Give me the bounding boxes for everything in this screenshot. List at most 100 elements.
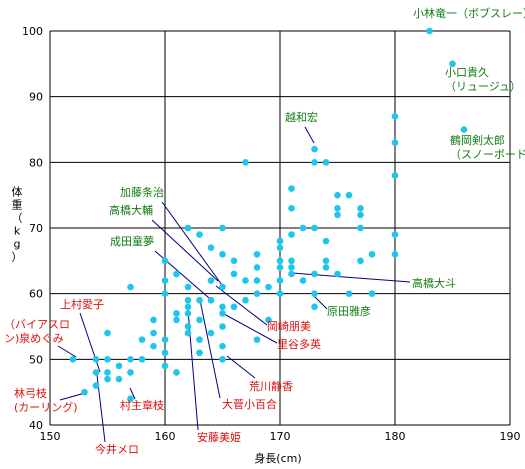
- annotation-label: 越和宏: [285, 110, 318, 124]
- data-point: [104, 369, 111, 376]
- data-point: [207, 244, 215, 251]
- data-point: [276, 257, 284, 265]
- annotation-label: 安藤美姫: [197, 430, 241, 444]
- data-point: [345, 290, 353, 297]
- data-point: [219, 342, 226, 350]
- data-point: [299, 277, 307, 284]
- data-point: [173, 316, 180, 324]
- data-point: [184, 323, 192, 330]
- data-point: [253, 336, 261, 343]
- tick-labels: 150 160 170 180 190 40 50 60 70 80 90 100: [22, 25, 521, 443]
- data-point: [265, 316, 272, 324]
- annotation-leader: [57, 345, 77, 358]
- data-point: [196, 316, 203, 324]
- x-tick-label: 180: [385, 430, 406, 443]
- data-point: [311, 224, 318, 232]
- annotation-leader: [79, 312, 101, 373]
- annotation-labels: 小林竜一（ボブスレー） 小口貴久（リュージュ） 鶴岡剣太郎（スノーボード） 越和宏加藤…: [4, 6, 525, 456]
- data-point: [288, 231, 295, 238]
- annotation-label: 荒川静香: [249, 379, 293, 393]
- annotation-label: （バイアスロン)泉めぐみ: [4, 318, 70, 345]
- data-point: [219, 323, 226, 330]
- data-point: [150, 342, 157, 350]
- annotation-label: 今井メロ: [95, 442, 139, 456]
- data-point: [391, 231, 399, 238]
- annotation-leader: [59, 392, 86, 401]
- data-point: [69, 356, 77, 363]
- x-tick-label: 160: [155, 430, 176, 443]
- data-point: [311, 159, 318, 166]
- data-point: [150, 329, 157, 337]
- annotation-leader: [226, 355, 256, 379]
- annotation-label: 高橋大斗: [412, 276, 456, 290]
- data-point: [334, 191, 341, 199]
- data-point: [196, 349, 203, 357]
- data-point: [219, 356, 226, 363]
- annotation-label: 高橋大輔: [109, 203, 153, 217]
- annotation-label: 原田雅彦: [327, 304, 371, 318]
- data-point: [357, 205, 364, 212]
- data-point: [196, 231, 203, 238]
- annotation-leader: [215, 285, 268, 326]
- data-point: [242, 159, 249, 166]
- annotation-label: 村主章枝: [120, 398, 164, 412]
- data-point: [311, 303, 318, 311]
- data-point: [127, 356, 134, 363]
- data-point: [391, 172, 399, 179]
- annotation-label: 鶴岡剣太郎（スノーボード）: [450, 133, 525, 161]
- data-point: [345, 191, 353, 199]
- data-point: [173, 310, 180, 317]
- data-point: [127, 283, 134, 291]
- data-point: [219, 310, 226, 317]
- data-point: [150, 316, 157, 324]
- data-point: [127, 369, 134, 376]
- y-tick-label: 70: [29, 222, 43, 235]
- data-point: [288, 270, 295, 278]
- data-point: [173, 369, 180, 376]
- data-point: [115, 375, 123, 383]
- annotation-leader: [313, 295, 328, 310]
- data-points: [69, 27, 468, 403]
- annotation-label: 加藤条治: [120, 185, 164, 199]
- data-point: [138, 336, 146, 343]
- data-point: [104, 375, 111, 383]
- data-point: [253, 250, 261, 258]
- data-point: [426, 27, 433, 35]
- data-point: [161, 349, 169, 357]
- data-point: [184, 310, 192, 317]
- data-point: [322, 237, 330, 245]
- data-point: [184, 296, 192, 304]
- data-point: [207, 329, 215, 337]
- data-point: [334, 211, 341, 219]
- annotation-leader: [151, 219, 219, 282]
- data-point: [161, 290, 169, 297]
- data-point: [92, 382, 100, 389]
- data-point: [161, 362, 169, 370]
- annotation-leader: [223, 313, 278, 344]
- annotation-leader: [154, 250, 210, 299]
- y-tick-label: 50: [29, 353, 43, 366]
- data-point: [138, 356, 146, 363]
- data-point: [311, 145, 318, 153]
- data-point: [219, 283, 226, 291]
- data-point: [184, 303, 192, 311]
- data-point: [207, 277, 215, 284]
- data-point: [334, 270, 341, 278]
- data-point: [276, 290, 284, 297]
- data-point: [288, 205, 295, 212]
- annotation-leader-lines: [57, 126, 411, 443]
- grid-lines: [49, 30, 511, 426]
- data-point: [334, 205, 341, 212]
- data-point: [288, 264, 295, 271]
- data-point: [265, 283, 272, 291]
- data-point: [104, 329, 111, 337]
- annotation-leader: [199, 299, 221, 399]
- data-point: [357, 211, 364, 219]
- annotation-label: 上村愛子: [60, 297, 104, 311]
- data-point: [230, 257, 238, 265]
- data-point: [357, 257, 364, 265]
- data-point: [311, 270, 318, 278]
- data-point: [161, 257, 169, 265]
- data-point: [322, 159, 330, 166]
